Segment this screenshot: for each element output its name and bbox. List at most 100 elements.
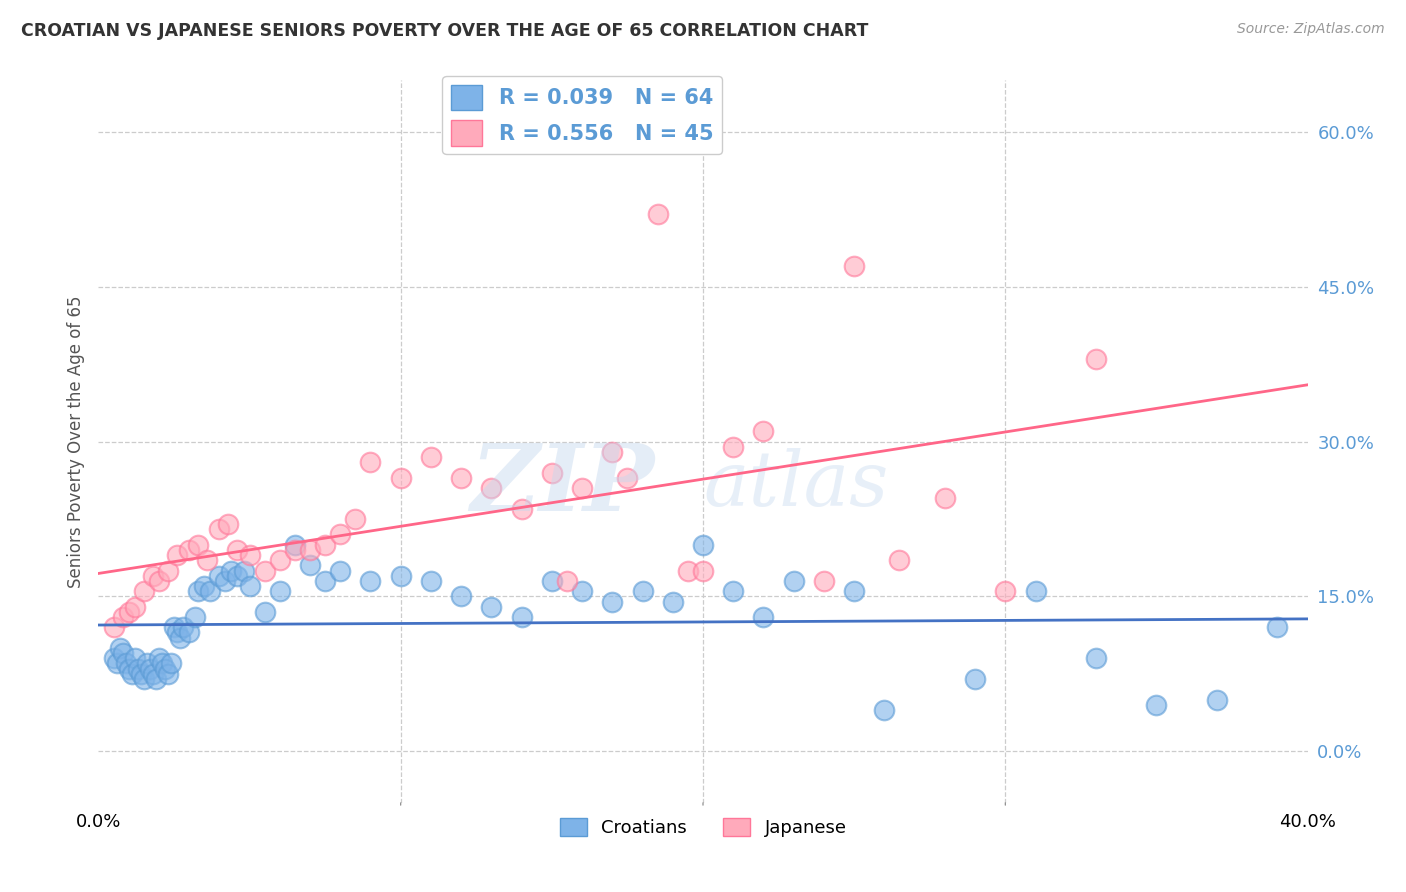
Point (195, 553, 218, 567)
Point (1267, 620, 1289, 634)
Point (934, 491, 956, 506)
Point (135, 657, 157, 671)
Point (540, 466, 562, 480)
Point (111, 610, 134, 624)
Point (602, 594, 624, 608)
Point (813, 574, 835, 588)
Point (169, 631, 191, 645)
Point (108, 640, 131, 655)
Point (676, 564, 699, 578)
Point (889, 553, 911, 567)
Point (783, 574, 806, 588)
Legend: Croatians, Japanese: Croatians, Japanese (553, 811, 853, 845)
Point (179, 625, 201, 640)
Point (1085, 651, 1108, 665)
Point (187, 538, 209, 552)
Point (571, 584, 593, 599)
Point (200, 584, 222, 599)
Point (193, 579, 215, 593)
Point (1024, 584, 1046, 599)
Point (873, 703, 896, 717)
Text: Source: ZipAtlas.com: Source: ZipAtlas.com (1237, 22, 1385, 37)
Point (360, 574, 382, 588)
Point (208, 522, 231, 536)
Point (214, 574, 236, 588)
Point (602, 445, 624, 459)
Point (118, 605, 141, 619)
Point (156, 564, 179, 578)
Point (299, 542, 322, 557)
Point (661, 594, 683, 608)
Point (314, 538, 336, 552)
Text: ZIP: ZIP (471, 440, 655, 530)
Point (1144, 698, 1167, 712)
Point (142, 568, 165, 582)
Point (166, 625, 188, 640)
Point (329, 564, 352, 578)
Point (118, 662, 141, 676)
Point (844, 584, 866, 599)
Point (723, 584, 745, 599)
Point (481, 599, 503, 614)
Point (148, 651, 170, 665)
Text: atlas: atlas (703, 448, 889, 522)
Point (616, 471, 638, 485)
Point (994, 584, 1017, 599)
Point (184, 610, 207, 624)
Point (217, 517, 239, 532)
Point (132, 672, 155, 686)
Point (510, 501, 533, 516)
Point (450, 590, 472, 604)
Point (450, 471, 472, 485)
Point (232, 564, 254, 578)
Point (129, 666, 152, 681)
Point (226, 542, 249, 557)
Point (329, 527, 352, 541)
Point (1206, 692, 1229, 706)
Point (389, 471, 412, 485)
Point (114, 657, 136, 671)
Point (179, 542, 201, 557)
Point (172, 620, 194, 634)
Point (139, 662, 162, 676)
Point (221, 564, 243, 578)
Point (752, 424, 775, 438)
Point (965, 672, 987, 686)
Point (314, 574, 336, 588)
Point (299, 558, 322, 573)
Point (253, 605, 276, 619)
Point (239, 579, 262, 593)
Point (1085, 351, 1108, 366)
Point (124, 599, 146, 614)
Point (420, 450, 443, 464)
Point (153, 662, 176, 676)
Point (166, 548, 188, 562)
Point (156, 666, 179, 681)
Point (187, 584, 209, 599)
Point (103, 620, 125, 634)
Point (420, 574, 443, 588)
Point (208, 568, 231, 582)
Point (124, 651, 146, 665)
Point (121, 666, 143, 681)
Point (284, 538, 307, 552)
Point (160, 657, 183, 671)
Point (111, 646, 134, 660)
Point (105, 657, 128, 671)
Point (148, 574, 170, 588)
Point (481, 481, 503, 495)
Point (145, 672, 167, 686)
Point (723, 440, 745, 454)
Point (389, 568, 412, 582)
Point (127, 662, 149, 676)
Point (692, 538, 714, 552)
Point (269, 553, 291, 567)
Point (360, 455, 382, 469)
Point (510, 610, 533, 624)
Point (284, 542, 307, 557)
Point (269, 584, 291, 599)
Text: CROATIAN VS JAPANESE SENIORS POVERTY OVER THE AGE OF 65 CORRELATION CHART: CROATIAN VS JAPANESE SENIORS POVERTY OVE… (21, 22, 869, 40)
Point (647, 207, 669, 221)
Point (253, 564, 276, 578)
Point (752, 610, 775, 624)
